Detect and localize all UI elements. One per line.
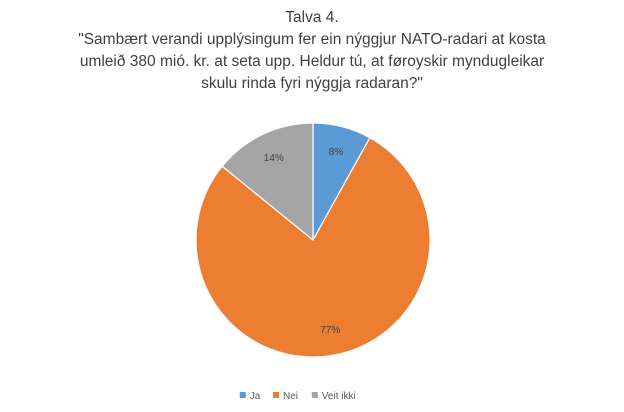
legend-label-veit-ikki: Veit ikki <box>322 391 356 402</box>
legend-label-ja: Ja <box>250 391 261 402</box>
legend-swatch-veit-ikki <box>311 392 318 398</box>
chart-legend: Ja Nei Veit ikki <box>239 391 356 402</box>
legend-swatch-ja <box>239 392 246 398</box>
data-label-ja: 8% <box>329 147 344 158</box>
pie-slice-veit-ikki <box>221 122 314 242</box>
chart-title: Talva 4. <box>285 9 338 26</box>
chart-subtitle-line-3: skulu rinda fyri nýggja radaran?" <box>201 75 423 92</box>
data-label-veit-ikki: 14% <box>264 153 284 164</box>
data-label-nei: 77% <box>320 325 340 336</box>
pie-slices <box>195 122 431 358</box>
legend-label-nei: Nei <box>283 391 298 402</box>
legend-swatch-nei <box>273 392 279 398</box>
chart-subtitle-line-2: umleið 380 mió. kr. at seta upp. Heldur … <box>80 53 544 70</box>
chart-subtitle-line-1: "Sambært verandi upplýsingum fer ein nýg… <box>78 31 546 48</box>
pie-slice-labels: 8% 77% 14% <box>264 147 343 336</box>
